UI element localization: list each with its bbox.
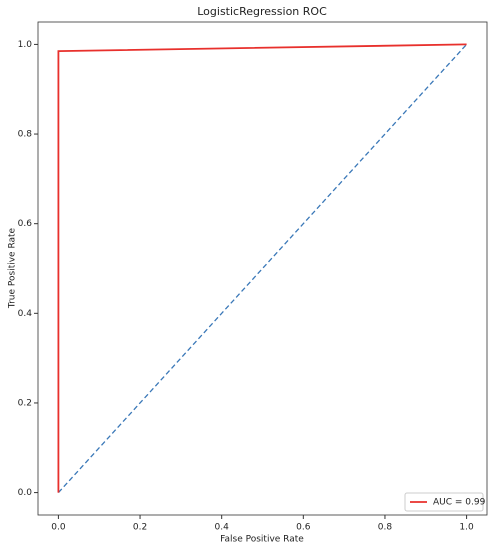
x-tick-label: 0.2	[133, 523, 147, 533]
plot-frame	[37, 21, 488, 516]
y-tick-label: 0.8	[18, 130, 33, 140]
legend-label: AUC = 0.99	[433, 498, 486, 508]
x-axis-label: False Positive Rate	[220, 535, 304, 545]
x-tick-label: 0.8	[378, 523, 393, 533]
y-tick-label: 1.0	[18, 40, 33, 50]
y-axis-label: True Positive Rate	[8, 227, 18, 309]
y-tick-label: 0.2	[18, 398, 32, 408]
x-tick-label: 0.6	[296, 523, 311, 533]
roc-line	[57, 43, 467, 493]
legend-box	[404, 492, 484, 512]
roc-line	[57, 43, 468, 494]
x-tick-label: 0.4	[215, 523, 230, 533]
y-tick-label: 0.4	[18, 309, 33, 319]
chart-title: LogisticRegression ROC	[197, 5, 327, 18]
y-tick-label: 0.0	[18, 488, 33, 498]
y-tick-label: 0.6	[18, 219, 33, 229]
x-tick-label: 1.0	[459, 523, 474, 533]
x-tick-label: 0.0	[51, 523, 66, 533]
